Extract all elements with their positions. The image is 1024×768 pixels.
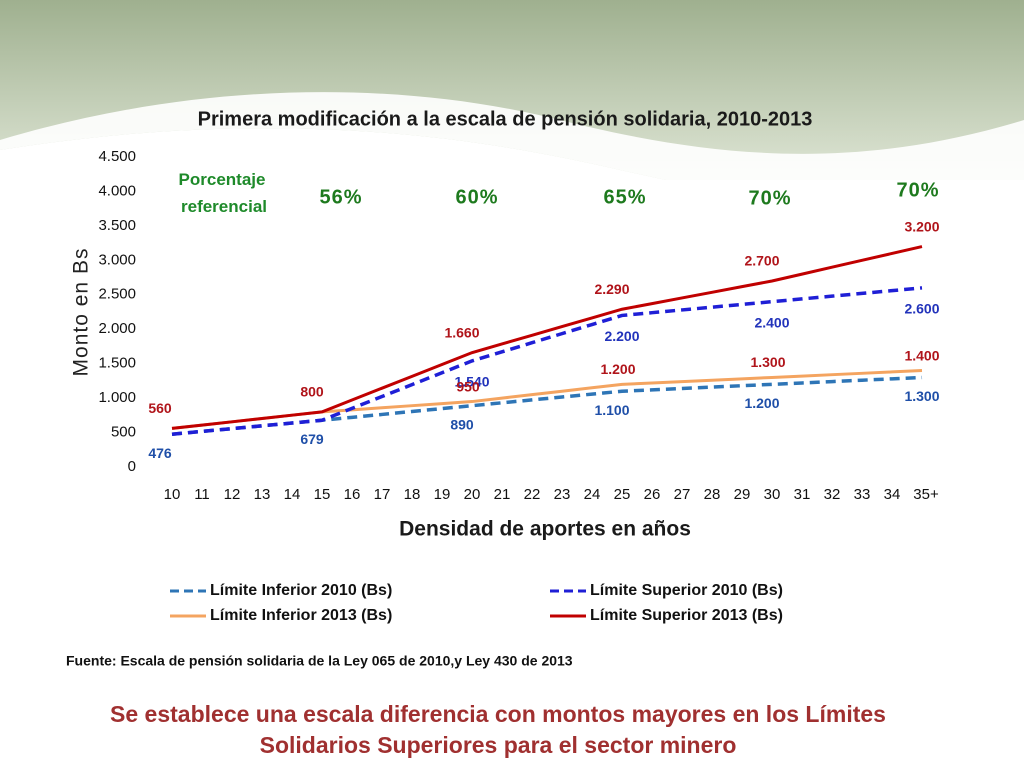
data-label: 1.660 [444, 324, 479, 340]
wave [0, 92, 1024, 260]
x-tick-label: 28 [704, 486, 721, 503]
x-tick-label: 15 [314, 486, 331, 503]
legend-label: Límite Superior 2013 (Bs) [590, 607, 783, 624]
data-label: 890 [450, 416, 474, 432]
data-label: 2.400 [754, 314, 789, 330]
data-label: 560 [148, 400, 172, 416]
data-label: 2.290 [594, 281, 629, 297]
x-tick-label: 16 [344, 486, 361, 503]
y-tick-label: 4.500 [98, 148, 136, 165]
annotation: 65% [603, 186, 646, 208]
y-tick-label: 1.500 [98, 355, 136, 372]
x-tick-label: 29 [734, 486, 751, 503]
conclusion: Se establece una escala diferencia con m… [110, 701, 886, 727]
x-tick-label: 30 [764, 486, 781, 503]
annotation: Porcentaje referencial [179, 170, 267, 216]
data-label: 2.200 [604, 328, 639, 344]
annotation: 56% [319, 186, 362, 208]
y-tick-label: 3.000 [98, 251, 136, 268]
x-tick-label: 32 [824, 486, 841, 503]
data-label: 1.100 [594, 402, 629, 418]
series-line [171, 245, 923, 430]
y-tick-label: 500 [111, 424, 136, 441]
data-label: 1.300 [750, 354, 785, 370]
x-tick-label: 17 [374, 486, 391, 503]
y-axis-label: Monto en Bs [70, 248, 93, 377]
x-tick-label: 13 [254, 486, 271, 503]
x-tick-label: 18 [404, 486, 421, 503]
x-tick-label: 19 [434, 486, 451, 503]
x-tick-label: 12 [224, 486, 241, 503]
conclusion: Solidarios Superiores para el sector min… [260, 732, 737, 758]
x-tick-label: 26 [644, 486, 661, 503]
annotation: 70% [896, 179, 939, 201]
wave-base [0, 128, 1024, 768]
x-tick-label: 34 [884, 486, 901, 503]
x-tick-label: 27 [674, 486, 691, 503]
series-line [171, 375, 923, 436]
data-label: 950 [456, 378, 480, 394]
annotation: 60% [455, 186, 498, 208]
legend-label: Límite Inferior 2013 (Bs) [210, 607, 392, 624]
x-tick-label: 14 [284, 486, 301, 503]
x-tick-label: 11 [194, 486, 210, 503]
data-label: 679 [300, 431, 324, 447]
legend-label: Límite Inferior 2010 (Bs) [210, 582, 392, 599]
x-tick-label: 10 [164, 486, 181, 503]
x-tick-label: 35+ [913, 486, 939, 503]
source-note: Fuente: Escala de pensión solidaria de l… [66, 653, 573, 669]
x-tick-label: 23 [554, 486, 571, 503]
data-label: 2.600 [904, 301, 939, 317]
data-label: 2.700 [744, 253, 779, 269]
x-tick-label: 24 [584, 486, 601, 503]
data-label: 1.300 [904, 388, 939, 404]
data-label: 1.540 [454, 374, 489, 390]
y-tick-label: 2.000 [98, 320, 136, 337]
y-tick-label: 2.500 [98, 286, 136, 303]
data-label: 3.200 [904, 218, 939, 234]
x-tick-label: 20 [464, 486, 481, 503]
data-label: 1.200 [744, 395, 779, 411]
data-label: 1.200 [600, 361, 635, 377]
y-tick-label: 0 [128, 458, 136, 475]
x-tick-label: 21 [494, 486, 511, 503]
legend-label: Límite Superior 2010 (Bs) [590, 582, 783, 599]
chart-title: Primera modificación a la escala de pens… [198, 108, 813, 130]
y-tick-label: 3.500 [98, 217, 136, 234]
x-tick-label: 25 [614, 486, 631, 503]
x-axis-label: Densidad de aportes en años [399, 518, 691, 541]
data-label: 476 [148, 445, 172, 461]
x-tick-label: 31 [794, 486, 811, 503]
series-line [171, 286, 923, 436]
x-tick-label: 33 [854, 486, 871, 503]
y-tick-label: 4.000 [98, 182, 136, 199]
y-tick-label: 1.000 [98, 389, 136, 406]
x-tick-label: 22 [524, 486, 541, 503]
data-label: 800 [300, 384, 324, 400]
annotation: 70% [748, 187, 791, 209]
data-label: 1.400 [904, 347, 939, 363]
